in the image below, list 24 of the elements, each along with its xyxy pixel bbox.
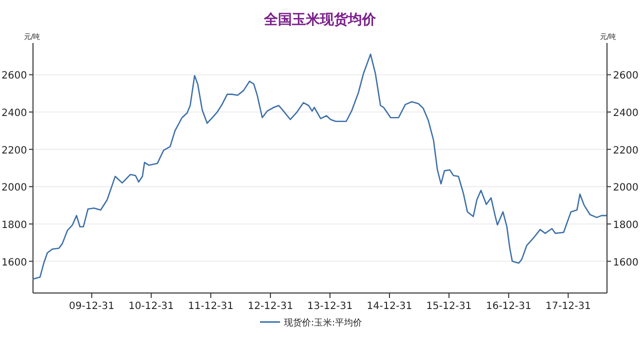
x-tick-label: 15-12-31 xyxy=(426,301,472,312)
x-tick-label: 16-12-31 xyxy=(486,301,532,312)
y2-tick-label: 2200 xyxy=(613,145,638,156)
x-tick-label: 13-12-31 xyxy=(307,301,353,312)
y-tick-label: 1800 xyxy=(2,220,27,231)
y-tick-label: 2000 xyxy=(2,182,27,194)
y2-tick-label: 2000 xyxy=(613,182,638,194)
y-tick-label: 1600 xyxy=(2,257,27,268)
line-series xyxy=(32,54,607,280)
y2-tick-label: 1800 xyxy=(613,220,638,231)
x-tick-label: 12-12-31 xyxy=(248,301,294,312)
x-tick-label: 11-12-31 xyxy=(188,301,234,312)
y2-tick-label: 2600 xyxy=(613,70,638,82)
x-tick-label: 10-12-31 xyxy=(128,301,174,312)
y2-tick-label: 1600 xyxy=(613,257,638,268)
x-tick-label: 14-12-31 xyxy=(366,301,412,312)
y-tick-label: 2200 xyxy=(2,145,27,156)
y-tick-label: 2600 xyxy=(2,70,27,82)
chart-title: 全国玉米现货均价 xyxy=(263,12,377,28)
x-tick-label: 09-12-31 xyxy=(69,301,114,312)
y2-tick-label: 2400 xyxy=(613,108,638,120)
y-tick-label: 2400 xyxy=(2,108,27,120)
x-tick-label: 17-12-31 xyxy=(545,301,591,312)
legend-label: 现货价:玉米:平均价 xyxy=(284,318,362,328)
